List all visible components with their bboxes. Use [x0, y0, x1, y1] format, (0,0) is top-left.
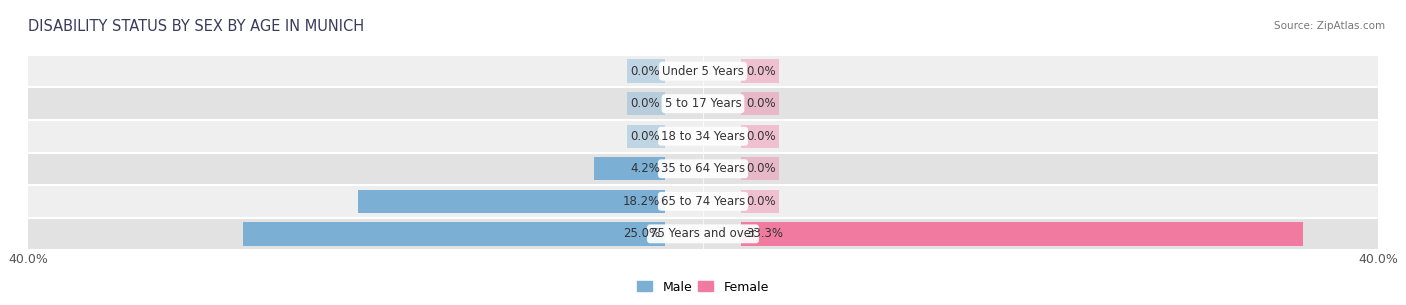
Text: 33.3%: 33.3% [747, 227, 783, 240]
Bar [28, 120, 1378, 152]
Text: 35 to 64 Years: 35 to 64 Years [661, 162, 745, 175]
Text: Source: ZipAtlas.com: Source: ZipAtlas.com [1274, 21, 1385, 31]
Bar [28, 55, 1378, 88]
Bar [741, 157, 779, 181]
Bar [243, 222, 665, 246]
Bar [741, 124, 779, 148]
Text: 18 to 34 Years: 18 to 34 Years [661, 130, 745, 143]
Text: 0.0%: 0.0% [747, 97, 776, 110]
Text: 0.0%: 0.0% [630, 97, 659, 110]
Bar [741, 222, 1303, 246]
Text: 0.0%: 0.0% [747, 130, 776, 143]
Bar [741, 59, 779, 83]
Text: 0.0%: 0.0% [747, 162, 776, 175]
Text: 0.0%: 0.0% [630, 130, 659, 143]
Bar [28, 152, 1378, 185]
Bar [627, 92, 665, 115]
Text: 5 to 17 Years: 5 to 17 Years [665, 97, 741, 110]
Bar [595, 157, 665, 181]
Bar [741, 92, 779, 115]
Text: 25.0%: 25.0% [623, 227, 659, 240]
Bar [28, 88, 1378, 120]
Bar [627, 124, 665, 148]
Bar [28, 185, 1378, 217]
Text: 65 to 74 Years: 65 to 74 Years [661, 195, 745, 208]
Text: Under 5 Years: Under 5 Years [662, 65, 744, 78]
Bar [28, 217, 1378, 250]
Text: 4.2%: 4.2% [630, 162, 659, 175]
Text: 18.2%: 18.2% [623, 195, 659, 208]
Text: 0.0%: 0.0% [747, 195, 776, 208]
Bar [627, 59, 665, 83]
Text: 0.0%: 0.0% [630, 65, 659, 78]
Bar [741, 190, 779, 213]
Legend: Male, Female: Male, Female [633, 275, 773, 299]
Bar [359, 190, 665, 213]
Text: 0.0%: 0.0% [747, 65, 776, 78]
Text: 75 Years and over: 75 Years and over [650, 227, 756, 240]
Text: DISABILITY STATUS BY SEX BY AGE IN MUNICH: DISABILITY STATUS BY SEX BY AGE IN MUNIC… [28, 19, 364, 34]
